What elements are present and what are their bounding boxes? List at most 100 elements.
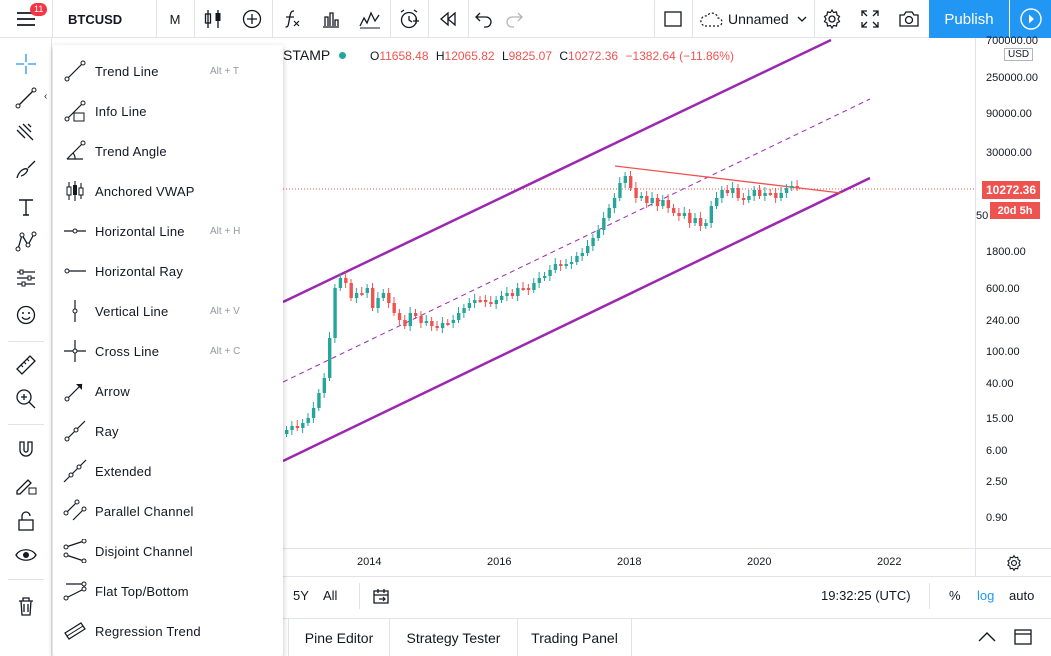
chart-pane[interactable] [283,38,975,548]
fib-tool[interactable] [0,116,52,150]
financials-button[interactable] [312,0,350,38]
collapse-arrow-icon[interactable]: ‹ [44,91,48,102]
channel-lower-line [283,176,871,463]
menu-item-arrow[interactable]: Arrow [53,371,283,411]
price-label: 240.00 [986,315,1020,327]
tab-pine-editor[interactable]: Pine Editor [288,619,390,656]
open-value: 11658.48 [379,49,429,63]
menu-item-label: Horizontal Ray [95,263,184,279]
layout-menu-button[interactable]: Unnamed [692,0,814,38]
zoom-tool[interactable] [0,382,52,416]
publish-button[interactable]: Publish [929,0,1009,38]
remove-drawings-tool[interactable] [0,589,52,623]
ruler-tool[interactable] [0,348,52,382]
hide-drawings-tool[interactable] [0,538,52,572]
candle-body [505,293,509,296]
collapse-panel-button[interactable] [977,629,997,650]
menu-item-disjoint-channel[interactable]: Disjoint Channel [53,531,283,571]
menu-item-vertical-line[interactable]: Vertical Line Alt + V [53,291,283,331]
main-menu-button[interactable]: 11 [0,0,52,38]
fullscreen-select-button[interactable] [654,0,692,38]
time-axis[interactable]: 2014 2016 2018 2020 2022 [283,548,975,576]
magnet-icon [19,441,33,457]
time-label: 2020 [747,556,772,568]
candle-body [623,176,628,183]
brush-tool[interactable] [0,153,52,187]
utc-clock[interactable]: 19:32:25 (UTC) [821,588,911,603]
menu-item-parallel-channel[interactable]: Parallel Channel [53,491,283,531]
price-label: 700000.00 [986,35,1038,47]
range-5y-button[interactable]: 5Y [293,588,309,603]
text-tool[interactable] [0,190,52,224]
candle-body [747,196,751,200]
undo-icon [475,12,492,28]
crosshair-tool[interactable] [0,47,52,81]
replay-button[interactable] [428,0,468,38]
window-icon [1014,629,1032,645]
tab-trading-panel[interactable]: Trading Panel [518,619,632,656]
square-icon [664,11,682,27]
menu-item-horizontal-ray[interactable]: Horizontal Ray [53,251,283,291]
brush-icon [16,160,36,179]
pattern-tool[interactable] [0,225,52,259]
candle-body [553,264,558,270]
channel-upper-line [283,38,832,304]
pitchfork-icon [16,123,34,141]
symbol-search-button[interactable]: BTCUSD [68,11,123,27]
maximize-panel-button[interactable] [1013,628,1033,651]
menu-item-regression-trend[interactable]: Regression Trend [53,611,283,651]
axis-settings-button[interactable] [975,548,1051,576]
menu-item-label: Parallel Channel [95,503,194,519]
redo-button[interactable] [500,0,528,38]
fullscreen-button[interactable] [850,0,890,38]
tab-strategy-tester[interactable]: Strategy Tester [390,619,518,656]
menu-item-cross-line[interactable]: Cross Line Alt + C [53,331,283,371]
candle-body [397,313,402,320]
menu-item-horizontal-line[interactable]: Horizontal Line Alt + H [53,211,283,251]
menu-item-label: Anchored VWAP [95,183,195,199]
prediction-tool[interactable] [0,261,52,295]
percent-scale-button[interactable]: % [949,588,961,603]
chart-type-button[interactable] [194,0,232,38]
currency-label[interactable]: USD [1004,48,1034,61]
snapshot-button[interactable] [890,0,928,38]
menu-item-info-line[interactable]: Info Line [53,91,283,131]
function-icon [285,10,300,28]
settings-button[interactable] [814,0,850,38]
menu-item-flat-top-bottom[interactable]: Flat Top/Bottom [53,571,283,611]
menu-item-anchored-vwap[interactable]: Anchored VWAP [53,171,283,211]
compare-button[interactable] [232,0,272,38]
price-chart[interactable] [283,38,975,548]
range-all-button[interactable]: All [323,588,338,603]
alert-button[interactable] [390,0,428,38]
trend-line-tool[interactable]: ‹ [0,81,52,115]
calendar-arrow-icon [373,589,389,604]
auto-scale-button[interactable]: auto [1009,588,1035,603]
emoji-tool[interactable] [0,298,52,332]
undo-button[interactable] [468,0,500,38]
menu-item-label: Info Line [95,103,147,119]
smiley-icon [16,305,36,325]
price-axis[interactable]: 700000.00 USD 250000.00 90000.00 30000.0… [975,35,1051,548]
line-tools-menu: Trend Line Alt + T Info Line Trend Angle… [53,45,283,656]
menu-item-trend-angle[interactable]: Trend Angle [53,131,283,171]
price-label: 100.00 [986,346,1020,358]
menu-item-extended[interactable]: Extended [53,451,283,491]
goto-date-button[interactable] [371,586,391,611]
pattern-icon [15,231,37,252]
indicators-button[interactable] [272,0,312,38]
plus-circle-icon [242,9,262,29]
stay-drawing-tool[interactable] [0,468,52,502]
menu-item-ray[interactable]: Ray [53,411,283,451]
flat-top-bottom-icon [63,581,87,601]
magnet-tool[interactable] [0,433,52,467]
templates-button[interactable] [350,0,390,38]
log-scale-button[interactable]: log [977,588,995,603]
price-label: 0.90 [986,512,1008,524]
publish-menu-button[interactable] [1010,0,1051,38]
interval-button[interactable]: M [169,11,181,27]
menu-item-trend-line[interactable]: Trend Line Alt + T [53,51,283,91]
lock-drawings-tool[interactable] [0,504,52,538]
candle-body [618,183,622,198]
price-label: 6.00 [986,445,1008,457]
